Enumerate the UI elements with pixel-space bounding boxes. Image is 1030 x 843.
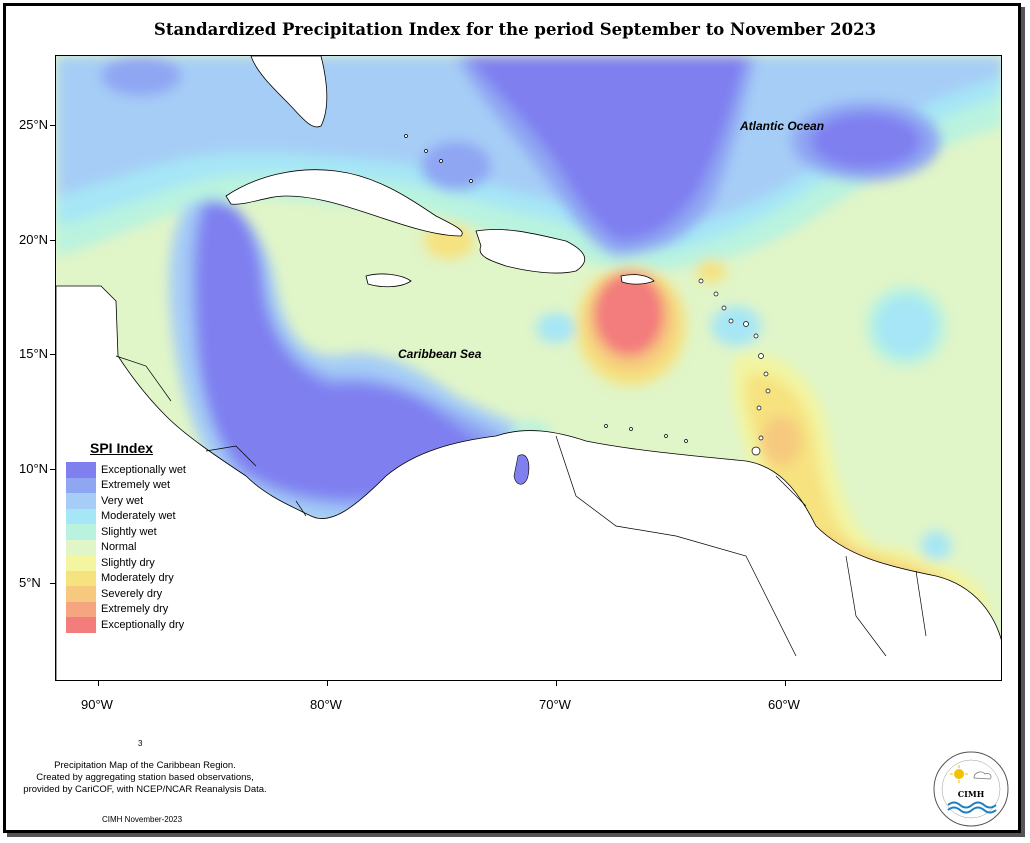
legend-label: Normal: [101, 541, 137, 554]
legend-swatch: [66, 524, 96, 540]
spi-map: [56, 56, 1001, 680]
y-tick-mark: [50, 468, 55, 470]
atlantic-ocean-label: Atlantic Ocean: [740, 119, 825, 133]
legend-item: Severely dry: [66, 586, 216, 602]
map-panel: [55, 55, 1002, 681]
y-tick-mark: [50, 239, 55, 241]
y-tick-label: 15°N: [19, 346, 49, 361]
x-tick-mark: [785, 681, 786, 686]
legend-swatch: [66, 555, 96, 571]
y-tick-mark: [50, 125, 55, 126]
legend-label: Very wet: [101, 494, 144, 507]
legend-swatch: [66, 508, 96, 524]
y-tick-mark: [50, 583, 55, 584]
legend-label: Extremely dry: [101, 603, 169, 616]
legend-label: Slightly dry: [101, 556, 155, 569]
legend-item: Moderately wet: [66, 508, 216, 524]
legend-item: Very wet: [66, 493, 216, 509]
legend-swatch: [66, 586, 96, 602]
svg-text:CIMH: CIMH: [958, 789, 985, 799]
legend-label: Severely dry: [101, 587, 163, 600]
legend-label: Moderately dry: [101, 572, 174, 585]
footnote-line-2: Created by aggregating station based obs…: [36, 772, 254, 783]
y-tick-label: 20°N: [19, 231, 49, 247]
footnote-line-1: Precipitation Map of the Caribbean Regio…: [54, 760, 236, 771]
y-tick-label: 10°N: [19, 460, 49, 476]
caribbean-sea-label: Caribbean Sea: [398, 347, 482, 361]
legend-swatch: [66, 570, 96, 586]
legend-label: Moderately wet: [101, 510, 176, 523]
legend-label: Exceptionally wet: [101, 463, 186, 476]
y-tick-label: 5°N: [19, 575, 41, 590]
legend-item: Slightly dry: [66, 555, 216, 571]
legend-item: Normal: [66, 539, 216, 555]
small-number: 3: [138, 739, 143, 748]
legend-title: SPI Index: [90, 440, 154, 456]
legend-item: Slightly wet: [66, 524, 216, 540]
legend-item: Extremely dry: [66, 601, 216, 617]
legend-item: Extremely wet: [66, 477, 216, 493]
cimh-logo: CIMH: [933, 751, 1009, 827]
footnote-line-3: provided by CariCOF, with NCEP/NCAR Rean…: [23, 784, 267, 795]
legend-swatch: [66, 617, 96, 633]
legend-item: Exceptionally dry: [66, 617, 216, 633]
credit-text: CIMH November-2023: [102, 815, 183, 824]
legend-item: Exceptionally wet: [66, 462, 216, 478]
legend-swatch: [66, 601, 96, 617]
legend-swatch: [66, 493, 96, 509]
y-tick-mark: [50, 354, 55, 355]
x-tick-label: 70°W: [539, 697, 571, 712]
x-tick-label: 90°W: [81, 697, 113, 712]
legend-label: Exceptionally dry: [101, 618, 185, 631]
x-tick-mark: [327, 681, 328, 686]
x-tick-label: 60°W: [768, 697, 800, 712]
legend-item: Moderately dry: [66, 570, 216, 586]
footnote: Precipitation Map of the Caribbean Regio…: [0, 760, 290, 796]
y-tick-label: 25°N: [19, 117, 49, 132]
legend-swatch: [66, 462, 96, 478]
legend-label: Slightly wet: [101, 525, 157, 538]
spi-legend: SPI Index Exceptionally wet Extremely wet…: [66, 440, 216, 633]
legend-swatch: [66, 477, 96, 493]
x-tick-mark: [98, 681, 99, 686]
x-tick-mark: [556, 681, 557, 686]
x-tick-label: 80°W: [310, 697, 342, 712]
legend-swatch: [66, 539, 96, 555]
map-title: Standardized Precipitation Index for the…: [153, 20, 877, 39]
legend-label: Extremely wet: [101, 479, 171, 492]
